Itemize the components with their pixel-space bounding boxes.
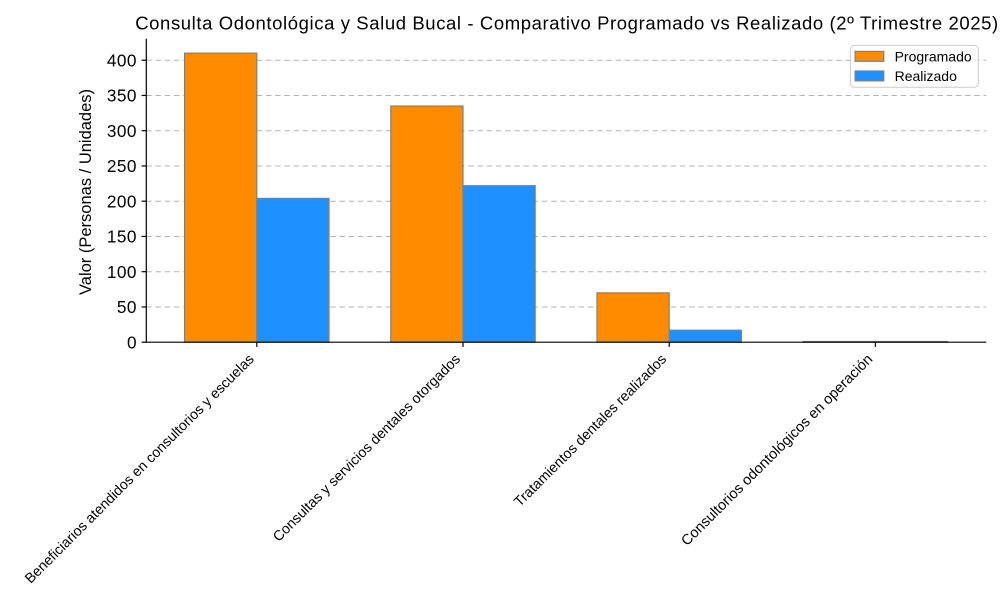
svg-text:Consulta Odontológica y Salud: Consulta Odontológica y Salud Bucal - Co… [135,13,999,34]
svg-text:300: 300 [107,121,137,141]
svg-text:200: 200 [107,191,137,211]
svg-text:Valor (Personas / Unidades): Valor (Personas / Unidades) [77,89,95,295]
svg-text:350: 350 [107,86,137,106]
svg-text:250: 250 [107,156,137,176]
svg-text:Programado: Programado [895,48,972,64]
svg-text:Realizado: Realizado [895,68,957,84]
svg-text:400: 400 [107,50,137,70]
svg-text:50: 50 [117,297,137,317]
svg-text:100: 100 [107,262,137,282]
svg-text:0: 0 [127,332,137,352]
svg-text:150: 150 [107,227,137,247]
